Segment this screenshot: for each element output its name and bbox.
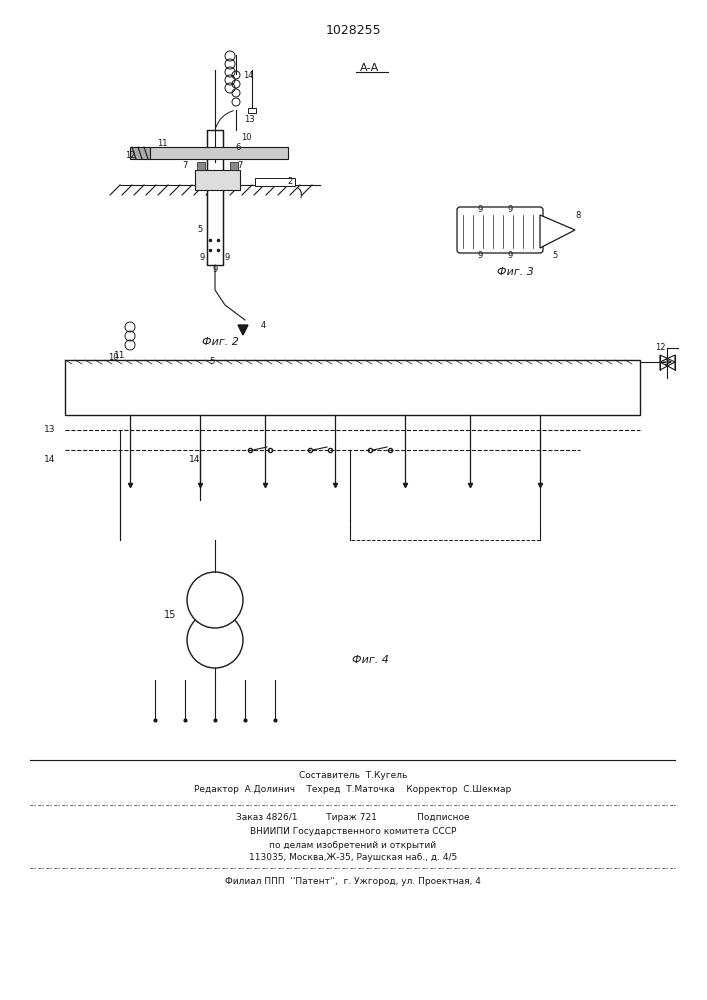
Bar xyxy=(65,360,640,415)
Text: по делам изобретений и открытий: по делам изобретений и открытий xyxy=(269,840,436,850)
Text: 9: 9 xyxy=(508,206,513,215)
Circle shape xyxy=(187,572,243,628)
Text: А-А: А-А xyxy=(361,63,380,73)
Text: 12: 12 xyxy=(124,150,135,159)
Text: 9: 9 xyxy=(508,250,513,259)
Text: 14: 14 xyxy=(243,70,253,80)
Bar xyxy=(195,170,240,190)
Text: 10: 10 xyxy=(241,133,251,142)
FancyBboxPatch shape xyxy=(457,207,543,253)
Text: Составитель  Т.Кугель: Составитель Т.Кугель xyxy=(299,770,407,780)
Text: Редактор  А.Долинич    Техред  Т.Маточка    Корректор  С.Шекмар: Редактор А.Долинич Техред Т.Маточка Корр… xyxy=(194,786,512,794)
Text: Фиг. 3: Фиг. 3 xyxy=(496,267,534,277)
Text: 8: 8 xyxy=(575,211,580,220)
Text: 6: 6 xyxy=(235,142,240,151)
Text: 9: 9 xyxy=(477,206,483,215)
Bar xyxy=(230,162,238,170)
Text: 14: 14 xyxy=(189,456,201,464)
Text: 5: 5 xyxy=(209,358,215,366)
Bar xyxy=(255,178,295,186)
Text: ВНИИПИ Государственного комитета СССР: ВНИИПИ Государственного комитета СССР xyxy=(250,828,456,836)
Text: Филиал ППП  ''Патент'',  г. Ужгород, ул. Проектная, 4: Филиал ППП ''Патент'', г. Ужгород, ул. П… xyxy=(225,878,481,886)
Bar xyxy=(130,147,150,159)
Text: 12: 12 xyxy=(655,344,665,353)
Text: 15: 15 xyxy=(164,610,176,620)
Text: 9: 9 xyxy=(199,253,204,262)
Text: 7: 7 xyxy=(238,160,243,169)
Bar xyxy=(197,162,205,170)
Bar xyxy=(248,108,256,113)
Polygon shape xyxy=(540,215,575,248)
Text: 13: 13 xyxy=(244,115,255,124)
Text: 5: 5 xyxy=(197,226,203,234)
Circle shape xyxy=(187,612,243,668)
Text: Фиг. 2: Фиг. 2 xyxy=(201,337,238,347)
Text: 9: 9 xyxy=(477,250,483,259)
Text: 13: 13 xyxy=(44,426,55,434)
Polygon shape xyxy=(238,325,248,335)
Text: 14: 14 xyxy=(44,456,55,464)
Text: Заказ 4826/1          Тираж 721              Подписное: Заказ 4826/1 Тираж 721 Подписное xyxy=(236,814,470,822)
Text: 9: 9 xyxy=(212,265,218,274)
Text: 1028255: 1028255 xyxy=(325,23,381,36)
Text: 10: 10 xyxy=(107,354,118,362)
Text: 2: 2 xyxy=(287,178,293,186)
Text: 9: 9 xyxy=(224,253,230,262)
Text: 11: 11 xyxy=(157,139,168,148)
Bar xyxy=(207,130,223,265)
Text: 5: 5 xyxy=(552,250,558,259)
Bar xyxy=(148,147,288,159)
Text: 7: 7 xyxy=(182,160,187,169)
Text: Фиг. 4: Фиг. 4 xyxy=(351,655,388,665)
Text: 11: 11 xyxy=(115,351,126,360)
Text: 113035, Москва,Ж-35, Раушская наб., д. 4/5: 113035, Москва,Ж-35, Раушская наб., д. 4… xyxy=(249,854,457,862)
Text: 4: 4 xyxy=(260,320,266,330)
